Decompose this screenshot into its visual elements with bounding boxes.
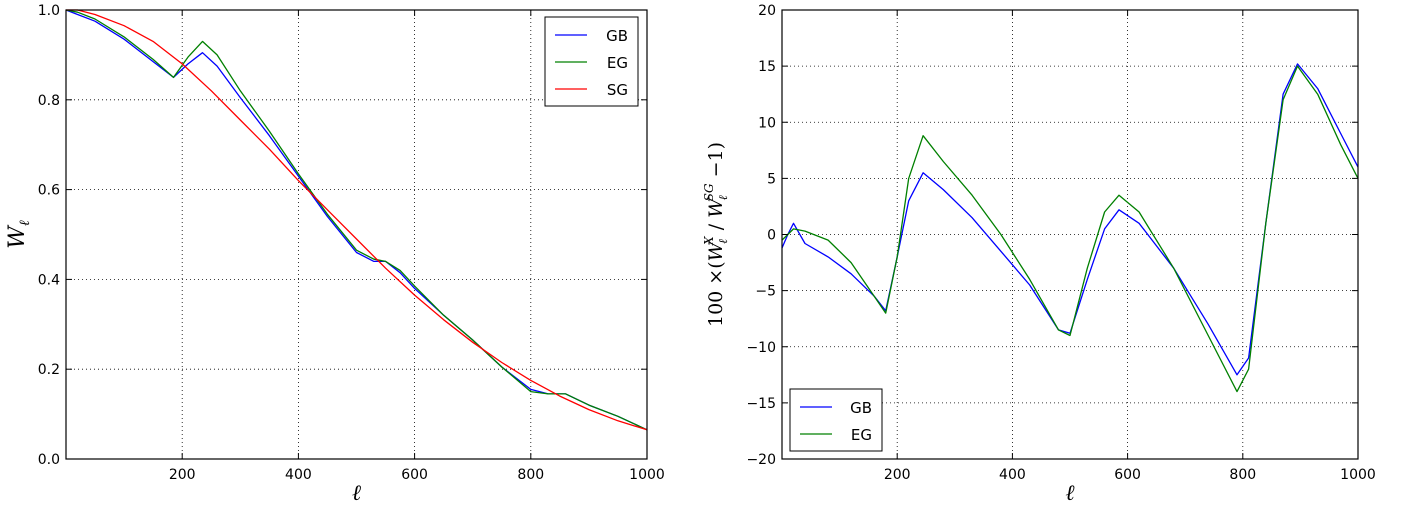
left-x-tick-label: 200 — [169, 467, 196, 483]
right-y-tick-label: 10 — [758, 115, 776, 131]
left-y-axis-label: Wℓ — [5, 220, 33, 249]
left-x-tick-label: 600 — [401, 467, 428, 483]
right-y-tick-label: 15 — [758, 59, 776, 75]
right-y-tick-label: −10 — [746, 340, 776, 356]
right-y-tick-label: 0 — [767, 228, 776, 244]
right-legend-label-eg: EG — [851, 426, 872, 444]
left-y-tick-label: 0.8 — [38, 93, 60, 109]
left-y-tick-label: 0.6 — [38, 183, 60, 199]
right-y-tick-label: 20 — [758, 3, 776, 19]
right-x-axis-label: ℓ — [1065, 481, 1075, 506]
left-series-line-sg — [66, 9, 648, 431]
left-series-line-gb — [65, 9, 648, 431]
left-y-tick-label: 0.2 — [38, 362, 60, 378]
right-series-line-eg — [781, 65, 1359, 393]
right-x-tick-label: 200 — [884, 467, 911, 483]
left-plot-frame — [65, 9, 648, 460]
right-x-tick-label: 800 — [1229, 467, 1256, 483]
right-series-group — [781, 63, 1359, 393]
left-y-tick-label: 1.0 — [38, 3, 60, 19]
left-x-tick-label: 1000 — [629, 467, 665, 483]
right-y-tick-label: −5 — [755, 284, 776, 300]
left-legend-label-eg: EG — [607, 54, 628, 72]
right-grid — [782, 10, 1358, 459]
right-y-tick-label: −15 — [746, 396, 776, 412]
left-x-tick-label: 800 — [517, 467, 544, 483]
left-x-tick-label: 400 — [285, 467, 312, 483]
left-ticks: 200 400 600 800 1000 0.0 0.2 0.4 0.6 0.8 1.0 — [38, 3, 665, 483]
right-y-tick-label: −20 — [746, 452, 776, 468]
left-y-tick-label: 0.0 — [38, 452, 60, 468]
left-series-line-eg — [65, 9, 648, 431]
right-ticks: 200 400 600 800 1000 −20 −15 −10 −5 0 5 10 15 20 — [746, 3, 1375, 483]
right-legend-box — [789, 388, 883, 452]
right-y-axis-label: 100 ×(WℓX / WℓSG −1) — [702, 142, 730, 327]
right-x-tick-label: 400 — [999, 467, 1026, 483]
right-chart-panel: 200 400 600 800 1000 −20 −15 −10 −5 0 5 10 15 20 ℓ 10… — [702, 3, 1376, 506]
left-legend: GB EG SG — [544, 16, 639, 107]
right-legend: GB EG — [789, 388, 883, 452]
right-x-tick-label: 600 — [1114, 467, 1141, 483]
left-series-group — [65, 9, 648, 431]
left-x-axis-label: ℓ — [352, 481, 362, 506]
left-y-tick-label: 0.4 — [38, 272, 60, 288]
right-x-tick-label: 1000 — [1340, 467, 1376, 483]
right-legend-label-gb: GB — [850, 399, 872, 417]
right-y-tick-label: 5 — [767, 171, 776, 187]
left-grid — [66, 10, 647, 459]
left-legend-label-gb: GB — [606, 27, 628, 45]
left-legend-label-sg: SG — [607, 81, 628, 99]
